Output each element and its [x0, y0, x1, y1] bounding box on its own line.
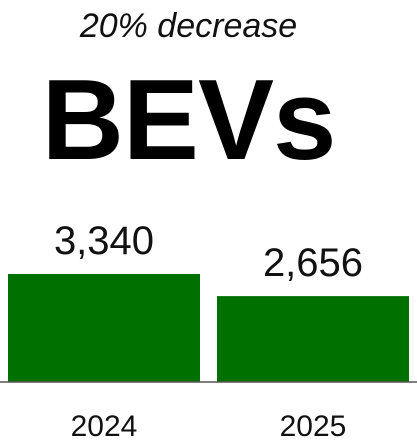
chart-title: BEVs: [41, 57, 337, 184]
bar-2025: [217, 296, 409, 382]
bars-group: [8, 274, 409, 382]
x-tick-label-2024: 2024: [71, 410, 138, 441]
bar-2024: [8, 274, 200, 382]
labels-group: 3,340 2024 2,656 2025: [54, 219, 363, 441]
x-tick-label-2025: 2025: [280, 410, 347, 441]
chart-subtitle: 20% decrease: [79, 7, 298, 45]
value-label-2024: 3,340: [54, 219, 154, 263]
value-label-2025: 2,656: [263, 241, 363, 285]
